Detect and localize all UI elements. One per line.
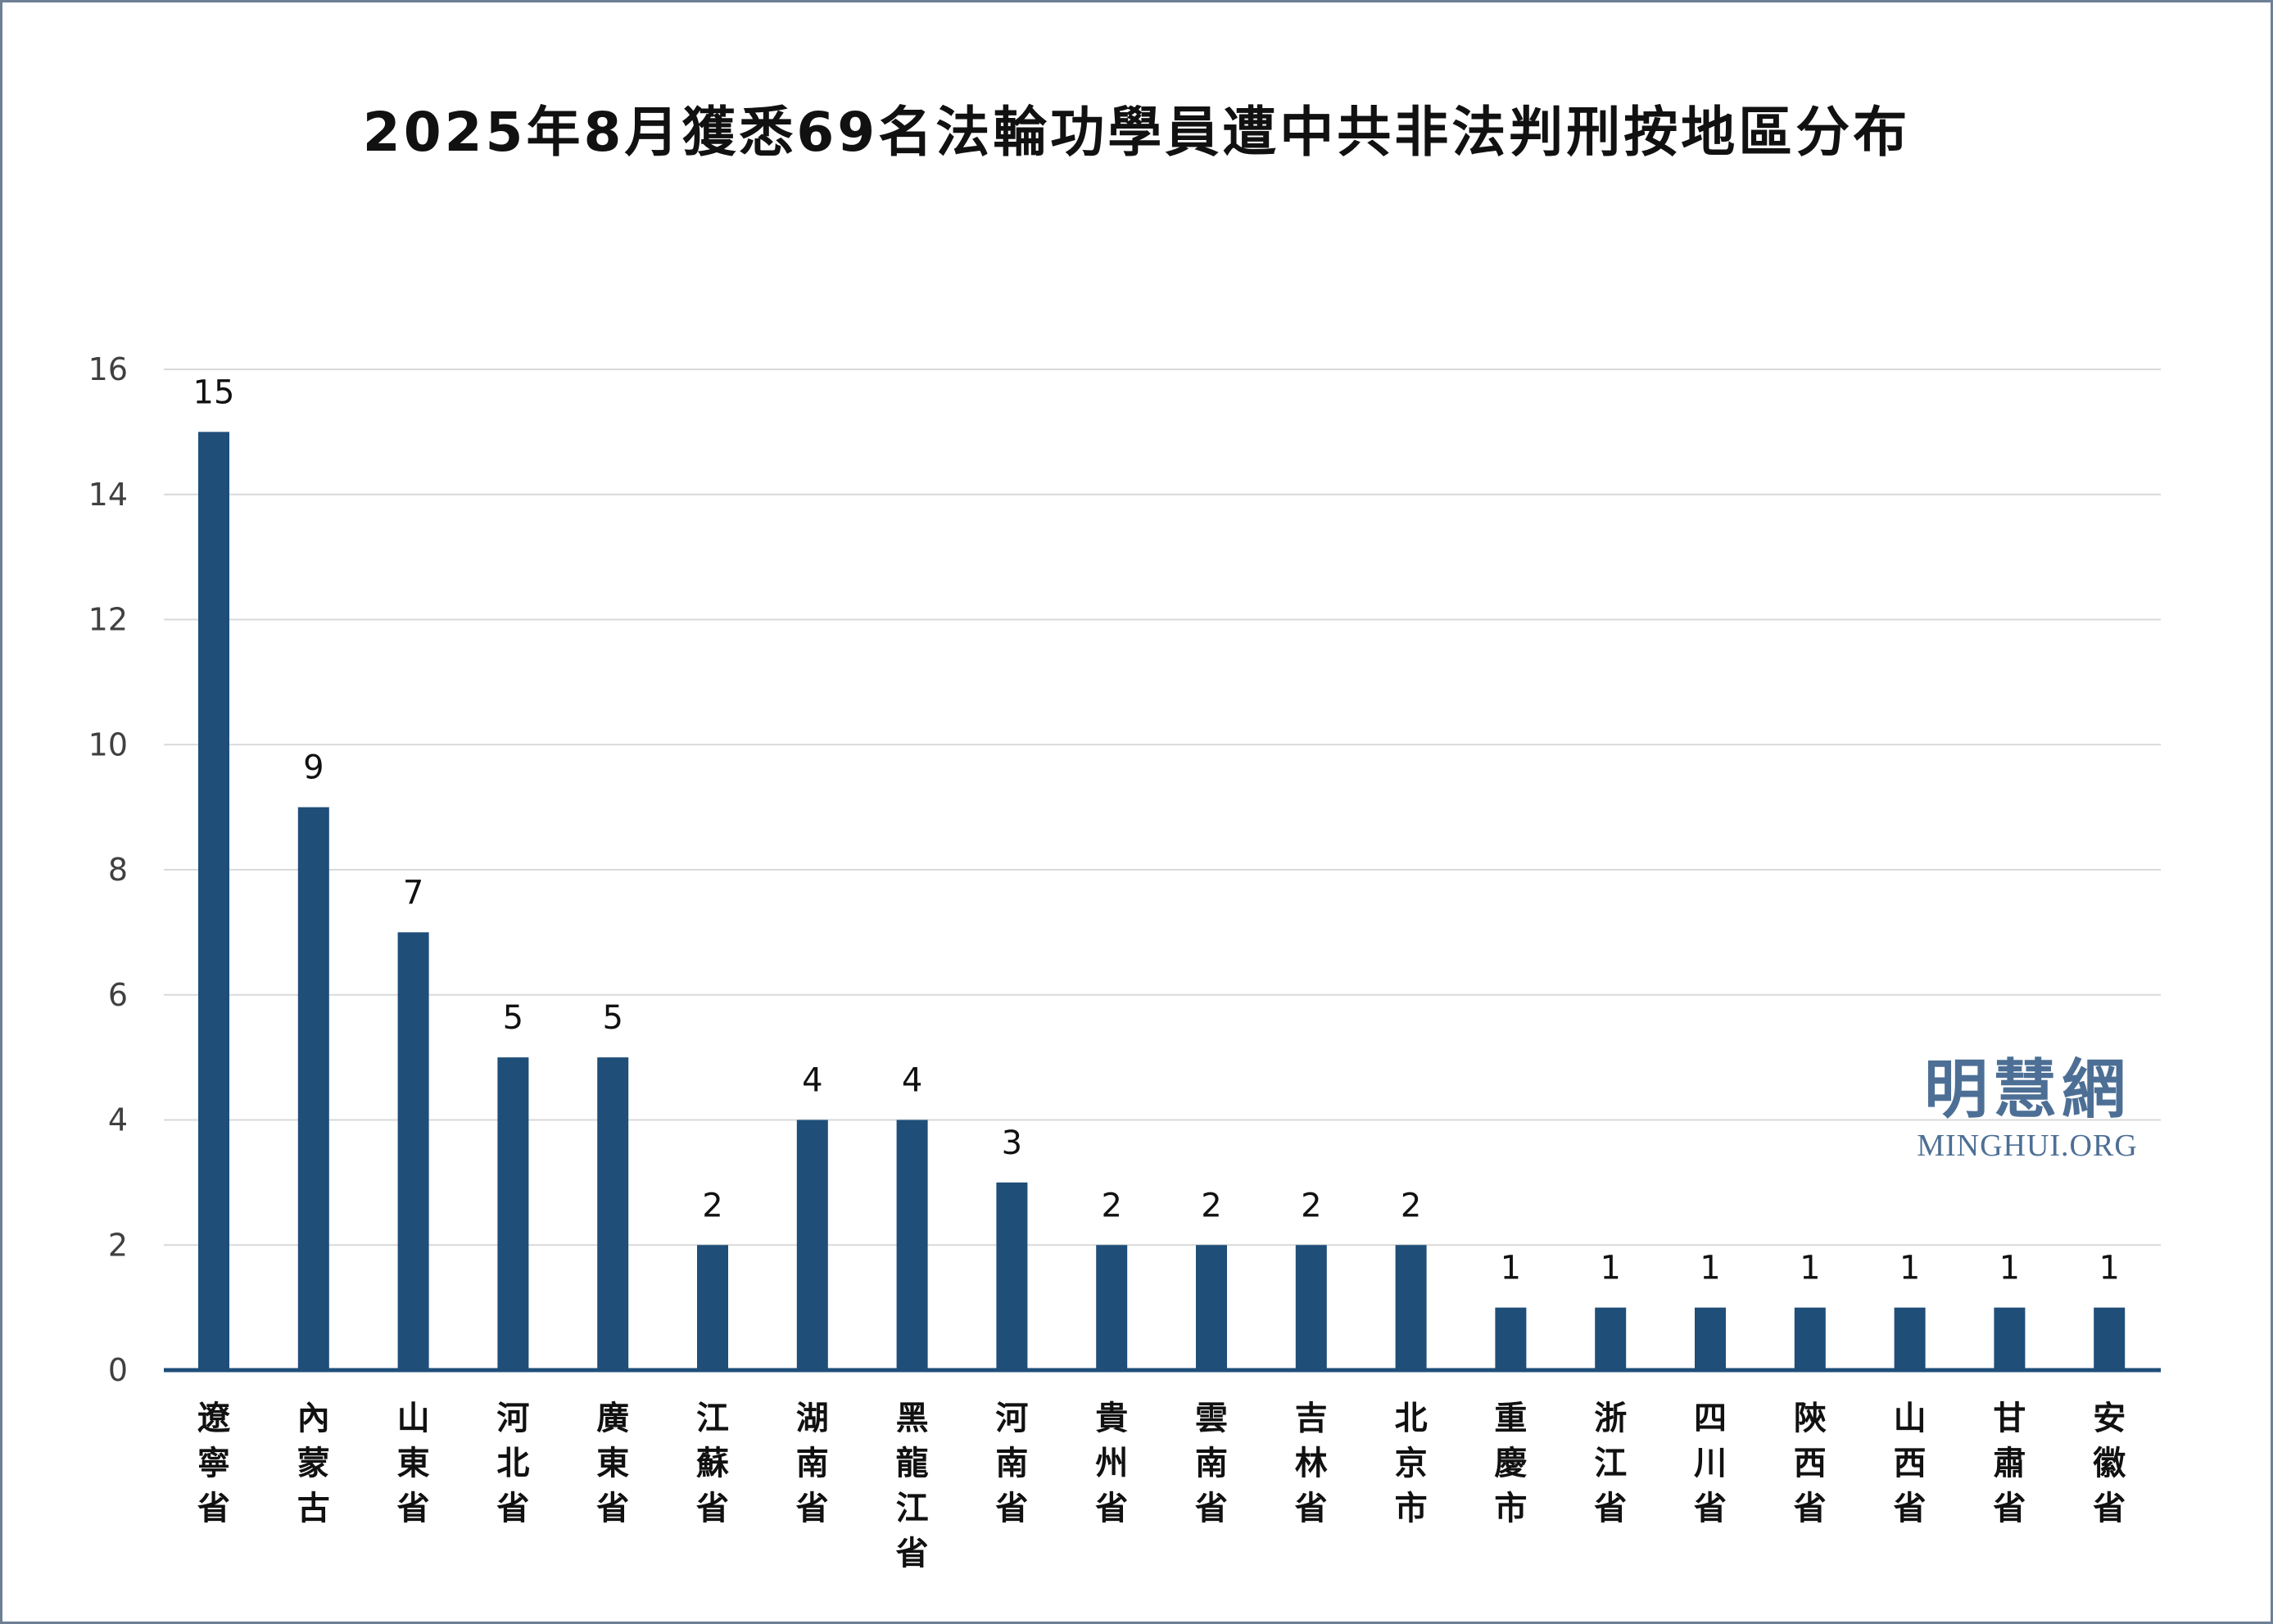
watermark-english: MINGHUI.ORG <box>1917 1129 2138 1163</box>
bar <box>896 1120 928 1370</box>
bars <box>164 432 2161 1373</box>
y-tick-label: 14 <box>88 477 128 513</box>
x-tick-label: 河南省 <box>995 1400 1028 1527</box>
x-tick-label: 雲南省 <box>1195 1400 1228 1527</box>
bar <box>397 932 429 1370</box>
data-label: 2 <box>1301 1187 1321 1224</box>
bar <box>796 1120 828 1370</box>
y-tick-label: 12 <box>88 602 128 638</box>
x-tick-label: 重慶市 <box>1494 1400 1527 1527</box>
x-tick-label: 四川省 <box>1694 1400 1727 1527</box>
data-label: 2 <box>1201 1187 1221 1224</box>
y-tick-label: 16 <box>88 351 128 387</box>
data-label: 5 <box>602 999 623 1037</box>
y-tick-label: 0 <box>108 1352 128 1388</box>
bar <box>1395 1245 1427 1370</box>
y-tick-label: 6 <box>108 977 128 1013</box>
x-tick-label: 甘肅省 <box>1993 1400 2026 1527</box>
data-label: 2 <box>1401 1187 1421 1224</box>
labels: 024681012141615遼寧省9內蒙古7山東省5河北省5廣東省2江蘇省4湖… <box>88 351 2127 1572</box>
data-label: 1 <box>1800 1250 1820 1287</box>
bar <box>1695 1307 1726 1370</box>
x-tick-label: 貴州省 <box>1095 1400 1128 1527</box>
data-label: 2 <box>702 1187 722 1224</box>
y-tick-label: 2 <box>108 1227 128 1263</box>
data-label: 1 <box>1999 1250 2020 1287</box>
x-tick-label: 江蘇省 <box>696 1400 729 1527</box>
data-label: 1 <box>1501 1250 1521 1287</box>
x-tick-label: 河北省 <box>496 1400 529 1527</box>
data-label: 1 <box>1899 1250 1920 1287</box>
minghui-watermark: 明慧網 MINGHUI.ORG <box>1892 1052 2162 1164</box>
x-tick-label: 安徽省 <box>2092 1400 2126 1527</box>
x-tick-label: 山東省 <box>397 1400 430 1527</box>
bar <box>1295 1245 1327 1370</box>
bar <box>1595 1307 1627 1370</box>
data-label: 2 <box>1101 1187 1121 1224</box>
bar <box>697 1245 728 1370</box>
data-label: 3 <box>1002 1124 1022 1162</box>
x-tick-label: 黑龍江省 <box>896 1400 929 1572</box>
bar <box>1894 1307 1926 1370</box>
x-tick-label: 吉林省 <box>1295 1400 1328 1527</box>
bar <box>1096 1245 1128 1370</box>
x-tick-label: 廣東省 <box>596 1400 629 1527</box>
bar <box>1196 1245 1227 1370</box>
x-tick-label: 遼寧省 <box>197 1400 231 1527</box>
data-label: 1 <box>1700 1250 1720 1287</box>
data-label: 4 <box>902 1062 922 1100</box>
x-tick-label: 北京市 <box>1395 1400 1428 1527</box>
bar <box>497 1057 529 1370</box>
bar <box>2094 1307 2126 1370</box>
bar <box>297 807 329 1370</box>
x-tick-label: 湖南省 <box>796 1400 829 1527</box>
x-tick-label: 陝西省 <box>1794 1400 1827 1527</box>
data-label: 1 <box>2099 1250 2119 1287</box>
grid-lines <box>164 369 2161 1246</box>
data-label: 5 <box>503 999 523 1037</box>
y-tick-label: 4 <box>108 1102 128 1138</box>
bar <box>1495 1307 1527 1370</box>
data-label: 7 <box>403 874 423 912</box>
bar <box>996 1182 1028 1370</box>
x-tick-label: 內蒙古 <box>297 1400 330 1527</box>
y-tick-label: 8 <box>108 852 128 888</box>
bar <box>597 1057 629 1370</box>
data-label: 15 <box>193 373 235 411</box>
bar <box>1994 1307 2026 1370</box>
bar <box>1794 1307 1826 1370</box>
x-tick-label: 山西省 <box>1894 1400 1927 1527</box>
data-label: 9 <box>303 749 324 787</box>
x-tick-label: 浙江省 <box>1594 1400 1627 1527</box>
y-tick-label: 10 <box>88 726 128 762</box>
data-label: 4 <box>802 1062 822 1100</box>
bar <box>198 432 229 1370</box>
watermark-chinese: 明慧網 <box>1923 1052 2130 1127</box>
data-label: 1 <box>1600 1250 1620 1287</box>
chart-title: 2025年8月獲悉69名法輪功學員遭中共非法判刑按地區分布 <box>362 101 1911 164</box>
